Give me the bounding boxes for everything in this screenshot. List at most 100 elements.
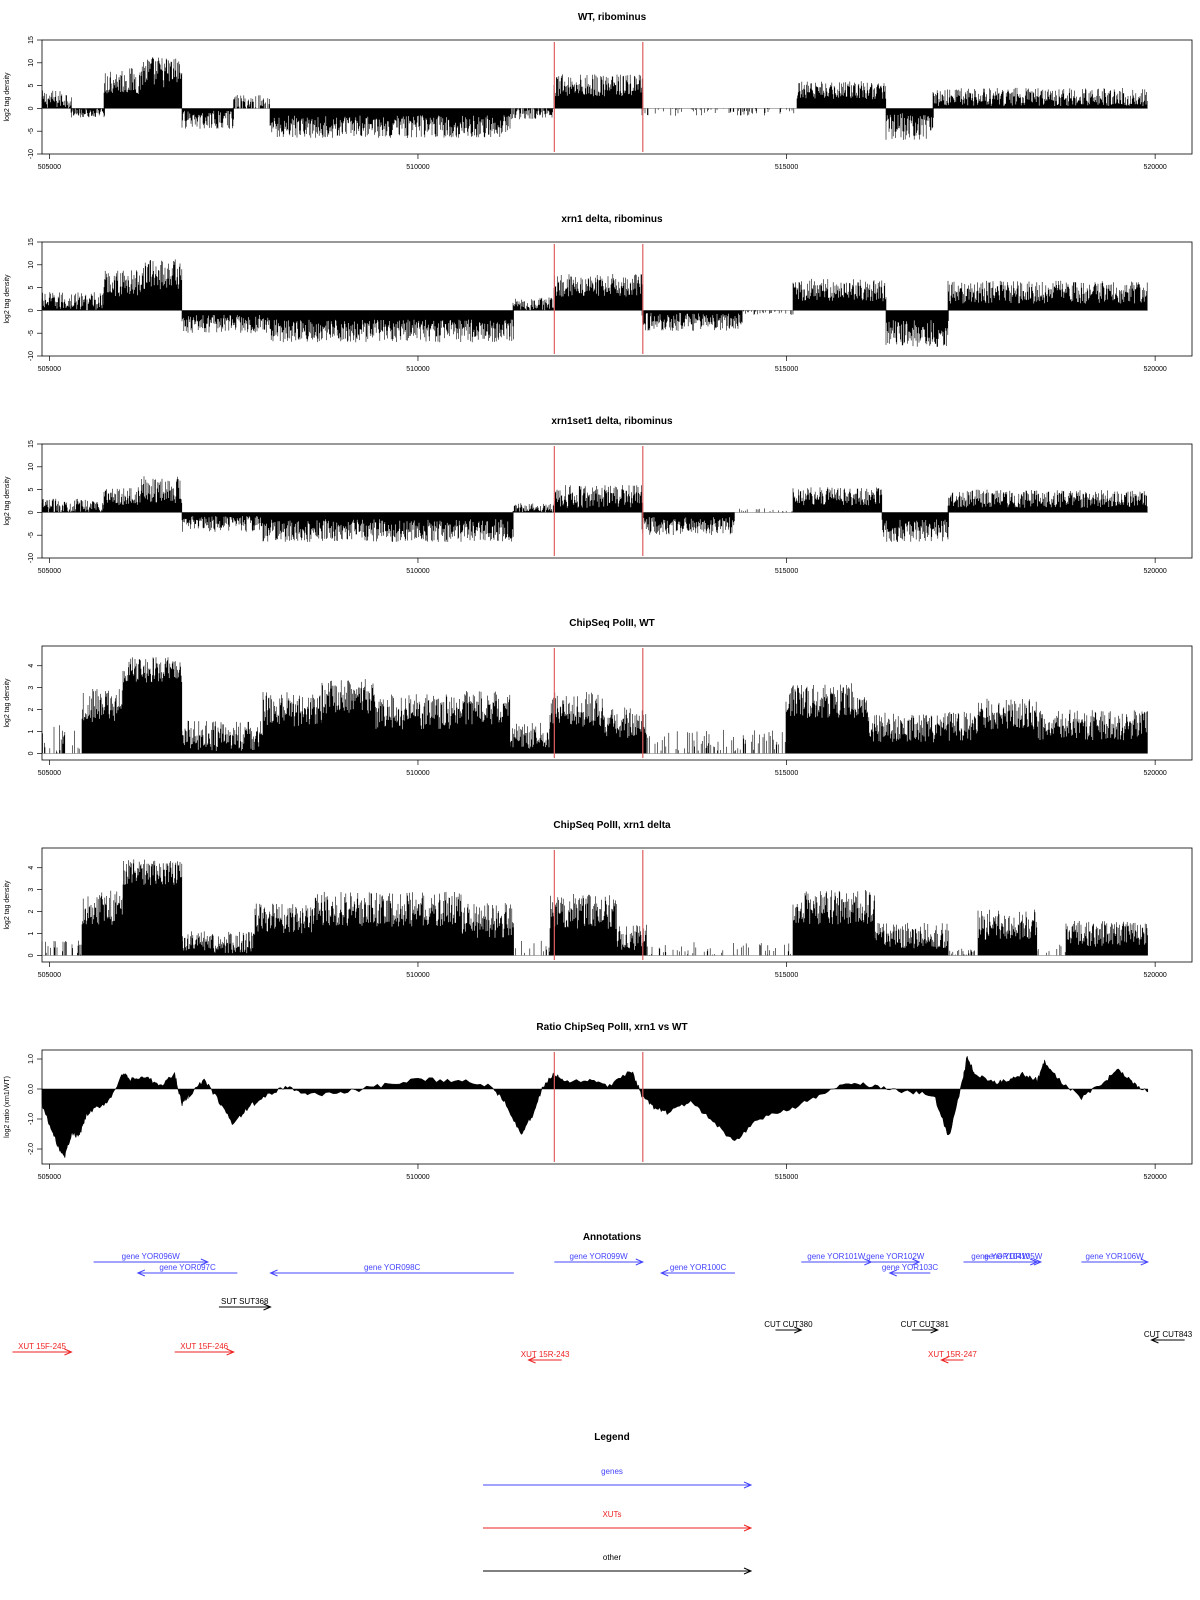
legend-label-xuts: XUTs [602,1510,621,1519]
x-tick-label: 515000 [775,366,798,373]
annotation-label: CUT CUT843 [1144,1330,1193,1339]
x-tick-label: 515000 [775,568,798,575]
y-tick-label: 2 [28,910,35,914]
x-tick-label: 505000 [38,164,61,171]
ratio-area [41,1055,1149,1158]
x-tick-label: 505000 [38,1174,61,1181]
x-tick-label: 505000 [38,366,61,373]
annotation-arrow-head [64,1348,73,1356]
y-tick-label: -2.0 [28,1143,35,1155]
annotation-label: gene YOR101W [807,1252,866,1261]
annotation-feature: gene YOR097C [136,1263,238,1277]
annotation-arrow-head [635,1258,645,1266]
annotation-label: gene YOR100C [670,1263,727,1272]
y-tick-label: 0 [28,953,35,957]
legend-title: Legend [594,1432,630,1443]
y-tick-label: 1 [28,931,35,935]
annotation-feature: gene YOR106W [1081,1252,1150,1266]
y-tick-label: 15 [28,36,35,44]
panel-title: WT, ribominus [578,12,647,23]
panel-title: Ratio ChipSeq PolII, xrn1 vs WT [536,1022,687,1033]
annotation-label: gene YOR102W [866,1252,925,1261]
annotation-label: gene YOR097C [159,1263,216,1272]
annotation-arrow-head [263,1303,272,1311]
x-tick-label: 510000 [406,770,429,777]
annotation-feature: gene YOR100C [659,1263,735,1277]
panel-frame [41,645,1193,761]
annotation-arrow-head [269,1269,278,1277]
annotation-arrow-head [930,1326,939,1334]
y-tick-label: 4 [28,664,35,668]
x-tick-label: 505000 [38,568,61,575]
annotation-label: XUT 15R-243 [521,1350,570,1359]
annotation-label: gene YOR103C [882,1263,939,1272]
y-tick-label: -5 [28,330,35,336]
panel-title: xrn1set1 delta, ribominus [551,416,673,427]
annotation-arrow-head [527,1356,536,1364]
panel-frame [41,847,1193,963]
y-tick-label: 0.0 [28,1084,35,1094]
y-tick-label: 10 [28,59,35,67]
y-tick-label: -5 [28,128,35,134]
annotation-label: XUT 15F-245 [18,1342,66,1351]
y-tick-label: 0 [28,106,35,110]
panel-title: xrn1 delta, ribominus [561,214,663,225]
annotation-feature: gene YOR098C [269,1263,514,1277]
legend-arrow [483,1481,753,1489]
y-tick-label: -10 [28,351,35,361]
annotation-label: gene YOR104W [971,1252,1030,1261]
annotation-label: gene YOR098C [364,1263,421,1272]
y-axis-label: log2 tag density [4,476,11,526]
series-bars [42,657,1148,754]
x-tick-label: 515000 [775,1174,798,1181]
y-axis-label: log2 ratio (xrn1/WT) [4,1076,11,1138]
annotation-feature: gene YOR096W [93,1252,210,1266]
annotation-label: gene YOR099W [570,1252,629,1261]
annotation-label: gene YOR105W [984,1252,1043,1261]
y-tick-label: 4 [28,866,35,870]
annotation-arrow-head [743,1567,753,1575]
annotation-label: gene YOR096W [122,1252,181,1261]
legend-label-other: other [603,1553,622,1562]
track-panel-3: ChipSeq PolII, WT log2 tag density 0 1 2 3 4 50… [4,618,1193,777]
x-tick-label: 510000 [406,568,429,575]
annotation-feature: gene YOR102W [866,1252,925,1266]
annotation-feature: XUT 15R-243 [521,1350,570,1364]
annotation-feature: XUT 15R-247 [928,1350,977,1364]
y-tick-label: 10 [28,261,35,269]
panel-title: ChipSeq PolII, WT [569,618,655,629]
x-tick-label: 510000 [406,366,429,373]
annotation-feature: gene YOR105W [984,1252,1043,1266]
y-tick-label: -5 [28,532,35,538]
y-tick-label: 1 [28,729,35,733]
annotation-feature: CUT CUT380 [764,1320,813,1334]
track-panel-0: WT, ribominus log2 tag density -10 -5 0 5 10 15… [4,12,1193,171]
legend-arrows [483,1481,753,1575]
series-bars [41,57,1148,140]
annotation-feature: gene YOR101W [801,1252,873,1266]
x-tick-label: 510000 [406,164,429,171]
y-tick-label: 0 [28,751,35,755]
series-bars [41,859,1148,956]
x-tick-label: 510000 [406,1174,429,1181]
annotation-arrow-head [659,1269,669,1277]
annotation-feature: SUT SUT368 [218,1297,272,1311]
legend-arrow [483,1567,753,1575]
track-panel-2: xrn1set1 delta, ribominus log2 tag densit… [4,416,1193,575]
annotation-arrow-head [200,1258,210,1266]
annotation-feature: CUT CUT381 [901,1320,949,1334]
annotation-label: XUT 15F-246 [180,1342,228,1351]
annotation-arrow-head [1150,1336,1159,1344]
x-tick-label: 520000 [1143,568,1166,575]
annotation-arrow-head [888,1269,897,1277]
legend-arrow [483,1524,753,1532]
annotation-label: CUT CUT380 [764,1320,813,1329]
y-tick-label: 1.0 [28,1054,35,1064]
legend: Legend genes XUTs other [483,1432,753,1575]
x-tick-label: 520000 [1143,366,1166,373]
y-tick-label: 15 [28,440,35,448]
y-tick-label: -1.0 [28,1113,35,1125]
